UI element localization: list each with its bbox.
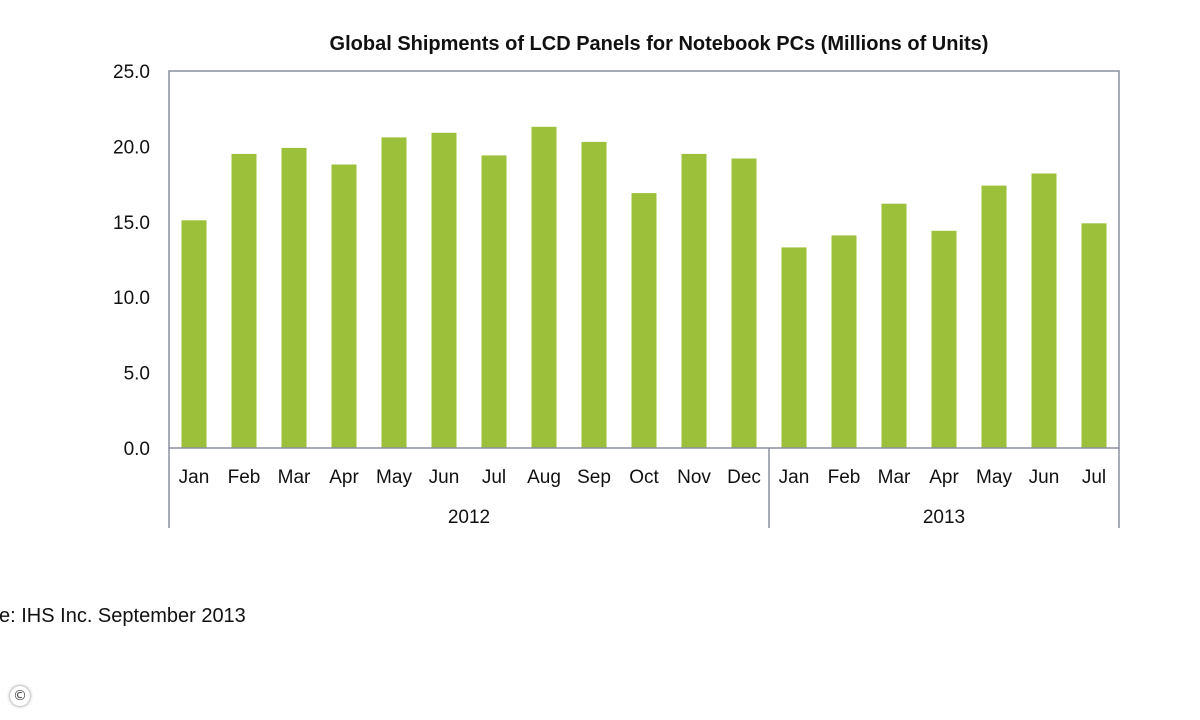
plot-frame: [168, 70, 1120, 449]
x-tick-label: Dec: [727, 467, 761, 488]
source-note: e: IHS Inc. September 2013: [0, 605, 246, 627]
x-tick-label: Jun: [429, 467, 460, 488]
year-label: 2012: [448, 507, 490, 528]
y-tick-label: 10.0: [113, 288, 150, 309]
y-axis-tick-labels: 0.0 5.0 10.0 15.0 20.0 25.0: [113, 62, 150, 460]
bar: [681, 153, 707, 448]
bar: [781, 247, 807, 448]
bar: [581, 141, 607, 448]
y-tick-label: 25.0: [113, 62, 150, 83]
bar: [731, 158, 757, 448]
x-tick-label: Jun: [1029, 467, 1060, 488]
x-tick-label: May: [976, 467, 1012, 488]
chart-title: Global Shipments of LCD Panels for Noteb…: [330, 33, 989, 55]
x-tick-label: Jan: [779, 467, 810, 488]
x-tick-label: Apr: [929, 467, 959, 488]
bar: [381, 137, 407, 448]
x-tick-label: Apr: [329, 467, 359, 488]
bar-series: [181, 126, 1107, 449]
x-tick-label: Nov: [677, 467, 711, 488]
x-tick-label: Jul: [1082, 467, 1106, 488]
bar: [831, 235, 857, 448]
bar: [981, 185, 1007, 448]
bar: [181, 220, 207, 448]
bar: [231, 153, 257, 448]
bar: [331, 164, 357, 448]
bar: [881, 203, 907, 448]
x-axis-tick-labels: Jan Feb Mar Apr May Jun Jul Aug Sep Oct Nov Dec Jan F…: [179, 467, 1106, 488]
bar: [531, 126, 557, 449]
year-label: 2013: [923, 507, 965, 528]
x-tick-label: Oct: [629, 467, 659, 488]
y-tick-label: 15.0: [113, 213, 150, 234]
x-tick-label: Aug: [527, 467, 561, 488]
year-group-axis: 2012 2013: [168, 448, 1120, 528]
y-tick-label: 20.0: [113, 137, 150, 158]
bar: [431, 132, 457, 449]
plot-border: [168, 70, 1120, 449]
y-tick-label: 0.0: [124, 439, 150, 460]
x-tick-label: May: [376, 467, 412, 488]
bar: [281, 147, 307, 448]
x-tick-label: Feb: [828, 467, 861, 488]
bar: [1081, 223, 1107, 448]
bar: [481, 155, 507, 448]
copyright-icon: ©: [10, 686, 30, 706]
x-tick-label: Jan: [179, 467, 210, 488]
bar: [1031, 173, 1057, 448]
bar: [631, 193, 657, 448]
x-tick-label: Jul: [482, 467, 506, 488]
bar: [931, 230, 957, 448]
y-tick-label: 5.0: [124, 364, 150, 385]
x-tick-label: Mar: [278, 467, 311, 488]
x-tick-label: Feb: [228, 467, 261, 488]
x-tick-label: Sep: [577, 467, 611, 488]
x-tick-label: Mar: [878, 467, 911, 488]
